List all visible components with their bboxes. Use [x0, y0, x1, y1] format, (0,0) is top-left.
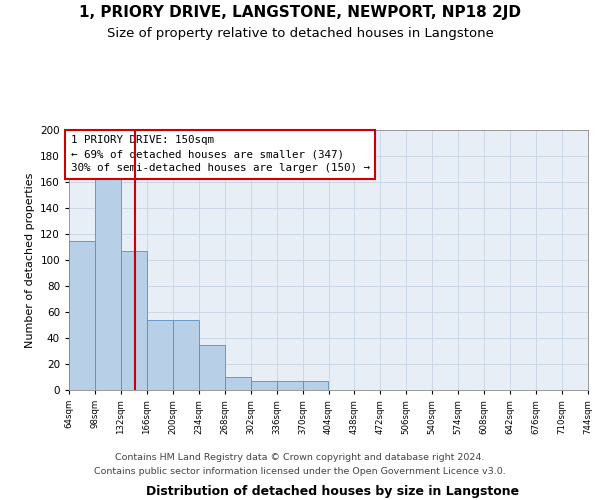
Text: Size of property relative to detached houses in Langstone: Size of property relative to detached ho…: [107, 28, 493, 40]
Text: 1 PRIORY DRIVE: 150sqm
← 69% of detached houses are smaller (347)
30% of semi-de: 1 PRIORY DRIVE: 150sqm ← 69% of detached…: [71, 135, 370, 173]
Bar: [121, 251, 147, 390]
Text: Distribution of detached houses by size in Langstone: Distribution of detached houses by size …: [146, 484, 520, 498]
Bar: [69, 240, 95, 390]
Text: Contains HM Land Registry data © Crown copyright and database right 2024.: Contains HM Land Registry data © Crown c…: [115, 454, 485, 462]
Bar: [224, 377, 251, 390]
Bar: [251, 381, 277, 390]
Y-axis label: Number of detached properties: Number of detached properties: [25, 172, 35, 348]
Bar: [147, 320, 173, 390]
Bar: [302, 381, 329, 390]
Text: 1, PRIORY DRIVE, LANGSTONE, NEWPORT, NP18 2JD: 1, PRIORY DRIVE, LANGSTONE, NEWPORT, NP1…: [79, 5, 521, 20]
Bar: [277, 381, 302, 390]
Bar: [173, 320, 199, 390]
Text: Contains public sector information licensed under the Open Government Licence v3: Contains public sector information licen…: [94, 467, 506, 476]
Bar: [95, 178, 121, 390]
Bar: [199, 344, 224, 390]
